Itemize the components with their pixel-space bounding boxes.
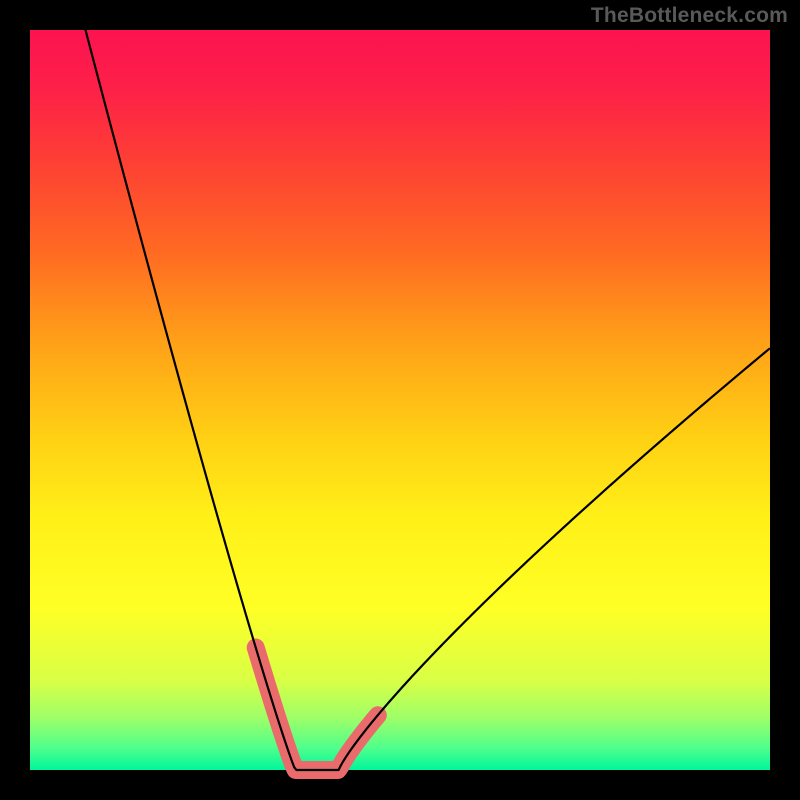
bottleneck-chart xyxy=(0,0,800,800)
attribution-text: TheBottleneck.com xyxy=(591,4,788,28)
stage: TheBottleneck.com xyxy=(0,0,800,800)
plot-background xyxy=(30,30,770,770)
